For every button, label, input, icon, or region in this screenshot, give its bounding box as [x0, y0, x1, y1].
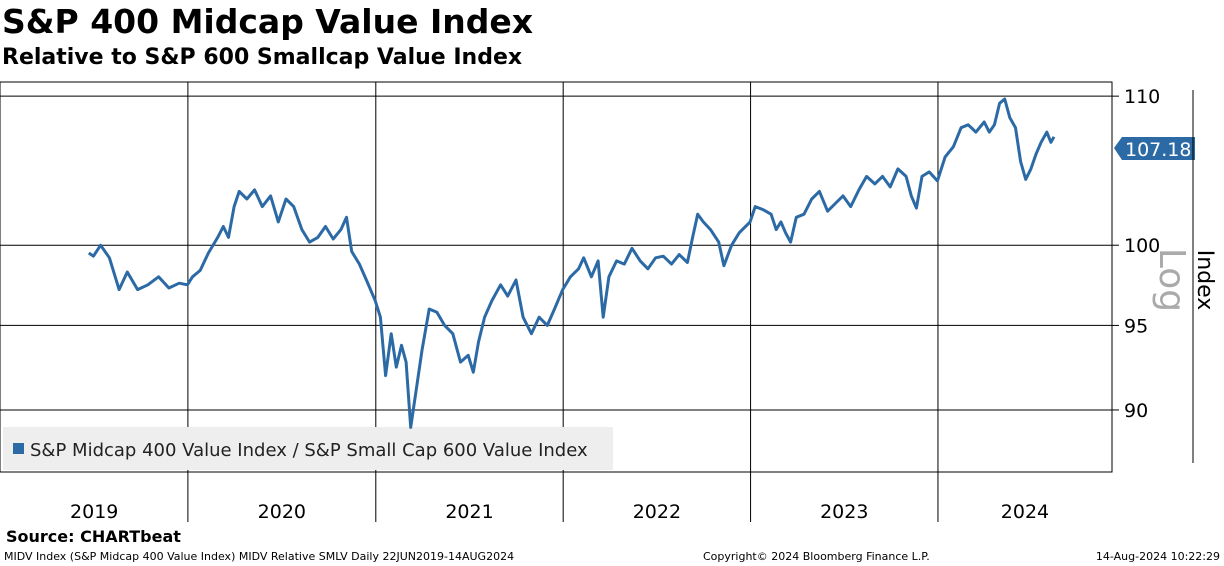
footer-left: MIDV Index (S&P Midcap 400 Value Index) … [4, 550, 515, 563]
series-line [87, 97, 1056, 429]
legend-swatch [13, 443, 24, 454]
x-tick-label: 2020 [258, 501, 306, 523]
log-scale-label: Log [1151, 248, 1192, 312]
chart-subtitle: Relative to S&P 600 Smallcap Value Index [2, 45, 523, 70]
last-value-label: 107.18 [1125, 139, 1191, 161]
x-tick-label: 2019 [70, 501, 118, 523]
source-note: Source: CHARTbeat [6, 527, 181, 546]
last-value-badge [1114, 137, 1195, 160]
x-axis-years: 2019 2020 2021 2022 2023 2024 [70, 501, 1049, 523]
footer-center: Copyright© 2024 Bloomberg Finance L.P. [703, 550, 930, 563]
x-tick-label: 2024 [1001, 501, 1049, 523]
y-axis-label: Index [1192, 250, 1217, 311]
legend-label: S&P Midcap 400 Value Index / S&P Small C… [30, 440, 588, 461]
y-tick-label: 90 [1124, 400, 1148, 422]
chart-title: S&P 400 Midcap Value Index [2, 2, 534, 41]
y-tick-label: 110 [1124, 86, 1160, 108]
y-tick-label: 95 [1124, 315, 1148, 337]
x-tick-label: 2021 [445, 501, 493, 523]
plot-frame [0, 81, 1113, 473]
y-tick-label: 100 [1124, 235, 1160, 257]
x-tick-label: 2022 [633, 501, 681, 523]
x-tick-label: 2023 [820, 501, 868, 523]
y-axis-ticks: 110 100 95 90 [1112, 86, 1160, 422]
last-value-marker: 107.18 [1114, 137, 1195, 161]
footer-right: 14-Aug-2024 10:22:29 [1095, 550, 1220, 563]
legend-box [3, 427, 613, 470]
horizontal-gridlines [0, 95, 1112, 411]
